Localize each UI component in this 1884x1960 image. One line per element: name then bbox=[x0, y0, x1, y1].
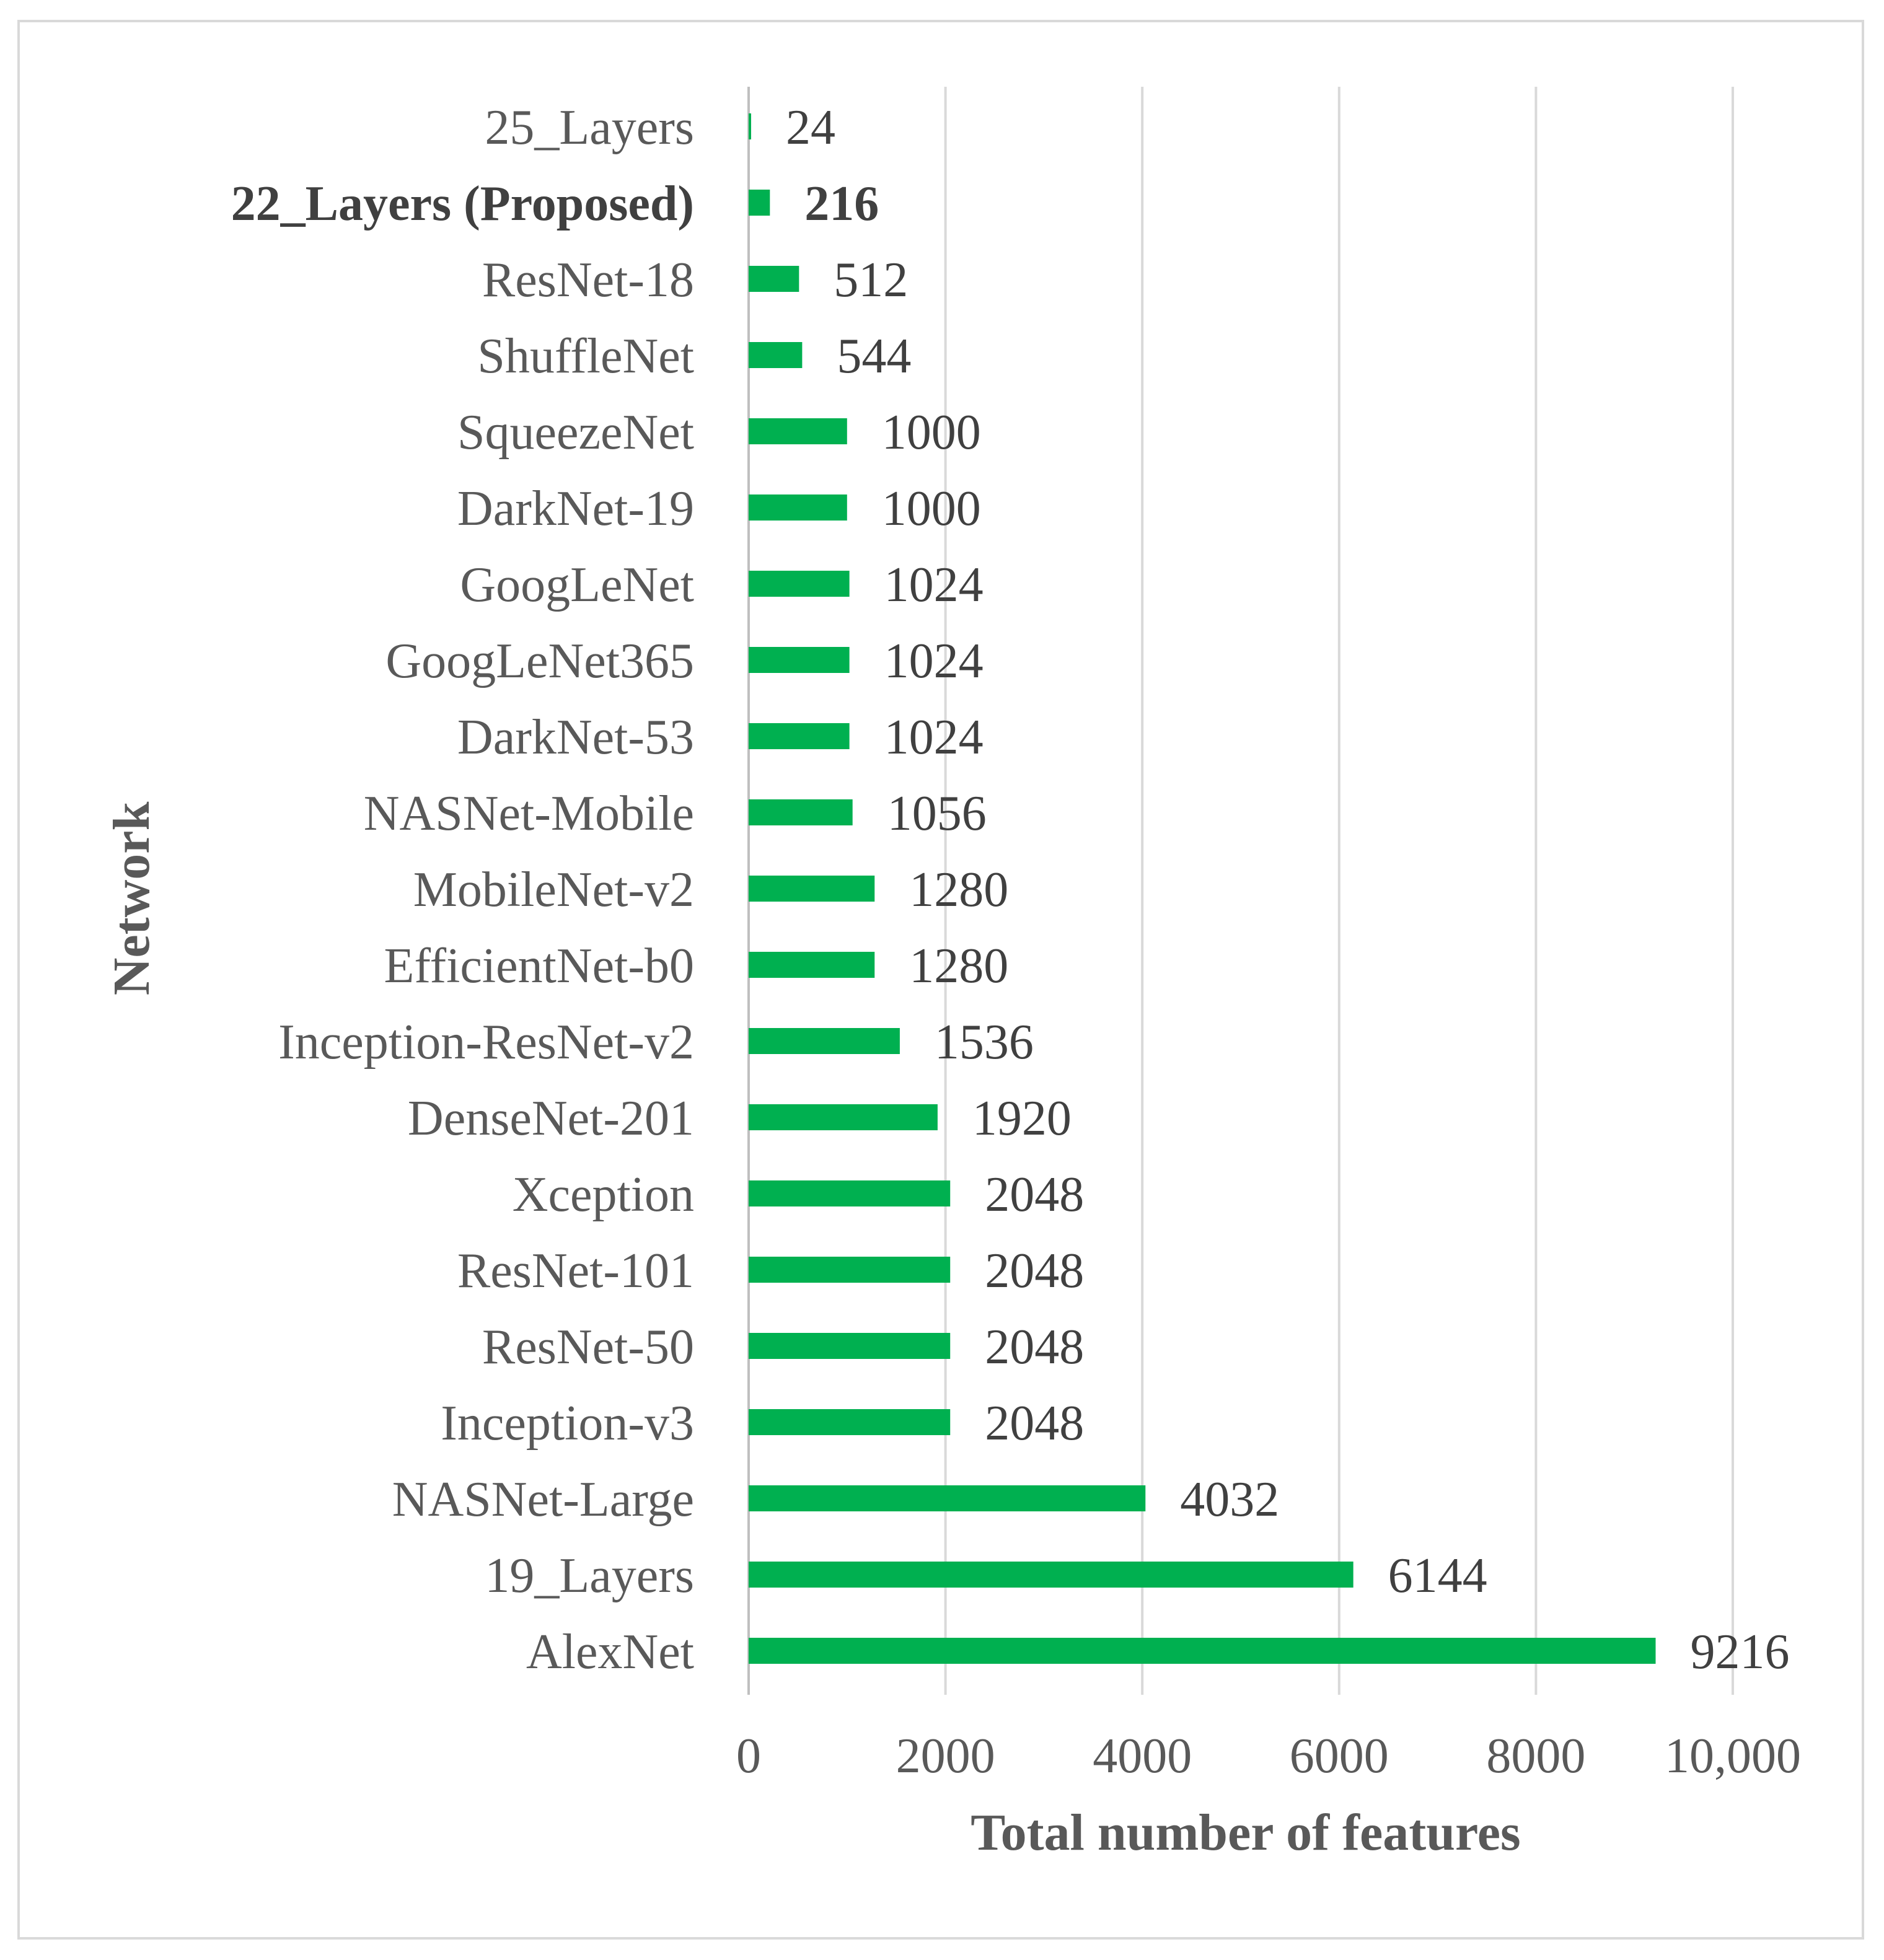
category-label: ResNet-101 bbox=[457, 1244, 694, 1298]
category-label: DarkNet-53 bbox=[457, 710, 694, 765]
bar bbox=[749, 113, 751, 139]
value-label: 1024 bbox=[884, 710, 984, 765]
bar bbox=[749, 571, 850, 597]
bar bbox=[749, 799, 853, 825]
category-label: Xception bbox=[513, 1167, 694, 1222]
category-label: EfficientNet-b0 bbox=[384, 939, 694, 993]
category-label: NASNet-Large bbox=[392, 1472, 694, 1527]
category-label: ShuffleNet bbox=[477, 329, 694, 384]
value-label: 544 bbox=[837, 329, 911, 384]
bar bbox=[749, 418, 847, 444]
value-label: 1280 bbox=[909, 863, 1008, 917]
bar bbox=[749, 190, 770, 216]
value-label: 1024 bbox=[884, 558, 984, 612]
value-label: 2048 bbox=[985, 1320, 1084, 1374]
bar bbox=[749, 1257, 951, 1283]
bar bbox=[749, 494, 847, 521]
bar bbox=[749, 876, 875, 902]
category-label: DenseNet-201 bbox=[408, 1091, 694, 1146]
value-label: 1024 bbox=[884, 634, 984, 688]
value-label: 24 bbox=[786, 100, 835, 155]
bar bbox=[749, 1180, 951, 1206]
bar bbox=[749, 1409, 951, 1435]
category-label: GoogLeNet bbox=[460, 558, 694, 612]
category-labels: 25_Layers 22_Layers (Proposed) ResNet-18 Sh… bbox=[231, 100, 694, 1679]
value-label: 1056 bbox=[887, 786, 987, 841]
value-label: 2048 bbox=[985, 1396, 1084, 1451]
value-label: 1000 bbox=[882, 405, 981, 460]
bar bbox=[749, 952, 875, 978]
category-label: DarkNet-19 bbox=[457, 481, 694, 536]
bar bbox=[749, 1104, 938, 1130]
category-label: Inception-v3 bbox=[441, 1396, 694, 1451]
category-label: NASNet-Mobile bbox=[364, 786, 694, 841]
x-tick-labels: 0 2000 4000 6000 8000 10,000 bbox=[736, 1729, 1801, 1783]
x-tick-label: 10,000 bbox=[1665, 1729, 1801, 1783]
category-label: 22_Layers (Proposed) bbox=[231, 177, 694, 231]
category-label: 19_Layers bbox=[485, 1549, 694, 1603]
value-label: 216 bbox=[804, 177, 879, 231]
value-label: 1000 bbox=[882, 481, 981, 536]
bar bbox=[749, 1638, 1656, 1664]
bars bbox=[749, 113, 1656, 1664]
bar bbox=[749, 1562, 1354, 1588]
category-label: SqueezeNet bbox=[457, 405, 694, 460]
bar bbox=[749, 266, 799, 292]
x-axis-title: Total number of features bbox=[971, 1804, 1520, 1861]
category-label: ResNet-50 bbox=[482, 1320, 694, 1374]
category-label: Inception-ResNet-v2 bbox=[278, 1015, 694, 1070]
category-label: ResNet-18 bbox=[482, 253, 694, 307]
x-tick-label: 6000 bbox=[1290, 1729, 1389, 1783]
value-label: 1536 bbox=[935, 1015, 1034, 1070]
x-tick-label: 0 bbox=[736, 1729, 761, 1783]
bar bbox=[749, 1333, 951, 1359]
bar bbox=[749, 342, 803, 368]
x-tick-label: 4000 bbox=[1093, 1729, 1192, 1783]
category-label: 25_Layers bbox=[485, 100, 694, 155]
value-label: 1280 bbox=[909, 939, 1008, 993]
y-axis-title: Network bbox=[103, 801, 161, 995]
value-label: 6144 bbox=[1388, 1549, 1487, 1603]
x-tick-label: 8000 bbox=[1486, 1729, 1585, 1783]
value-label: 9216 bbox=[1691, 1625, 1790, 1679]
category-label: MobileNet-v2 bbox=[413, 863, 694, 917]
value-labels: 24 216 512 544 1000 1000 1024 1024 1024 1056 1280 1… bbox=[786, 100, 1790, 1679]
value-label: 4032 bbox=[1180, 1472, 1279, 1527]
value-label: 512 bbox=[834, 253, 908, 307]
chart-frame bbox=[17, 20, 1864, 1940]
bar bbox=[749, 1028, 900, 1054]
category-label: GoogLeNet365 bbox=[385, 634, 694, 688]
bar bbox=[749, 723, 850, 749]
value-label: 2048 bbox=[985, 1167, 1084, 1222]
x-tick-label: 2000 bbox=[896, 1729, 995, 1783]
bar bbox=[749, 647, 850, 673]
value-label: 2048 bbox=[985, 1244, 1084, 1298]
category-label: AlexNet bbox=[526, 1625, 694, 1679]
gridlines bbox=[747, 87, 1734, 1695]
bar bbox=[749, 1485, 1146, 1511]
value-label: 1920 bbox=[972, 1091, 1072, 1146]
